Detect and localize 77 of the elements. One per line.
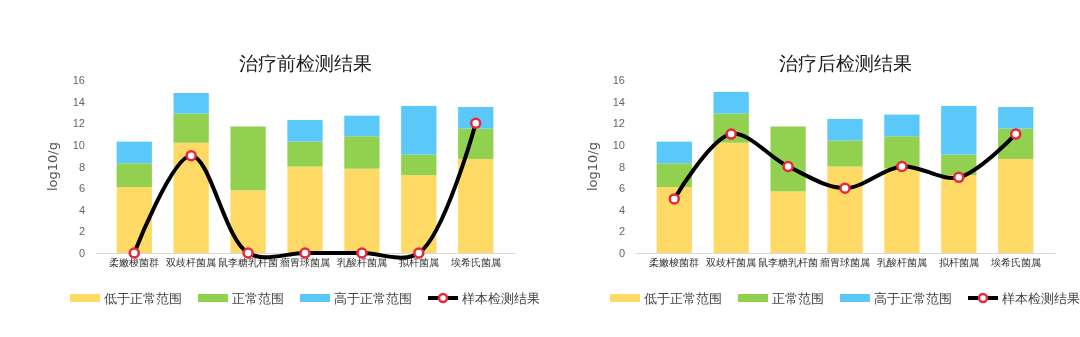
legend-label: 低于正常范围	[644, 291, 722, 306]
legend-label: 样本检测结果	[462, 291, 540, 306]
x-tick-label: 双歧杆菌属	[706, 257, 757, 269]
bar	[230, 190, 266, 253]
bar	[998, 107, 1034, 129]
chart-title: 治疗后检测结果	[778, 52, 912, 74]
bar	[713, 91, 749, 114]
bar	[230, 126, 266, 191]
bar	[344, 168, 380, 253]
bar	[770, 126, 806, 192]
x-tick-label: 埃希氏菌属	[989, 257, 1041, 269]
bar	[770, 191, 806, 253]
bar	[827, 118, 863, 141]
bar	[173, 142, 209, 253]
bar	[884, 114, 920, 137]
y-tick-label: 6	[618, 182, 625, 195]
bar	[173, 92, 209, 114]
bar	[344, 136, 380, 169]
y-tick-label: 4	[78, 203, 85, 216]
bar	[941, 175, 977, 253]
bar	[458, 158, 494, 253]
legend-label: 样本检测结果	[1002, 291, 1080, 306]
bar	[344, 115, 380, 137]
y-tick-label: 8	[78, 160, 85, 173]
bar	[287, 166, 323, 253]
x-tick-label: 柔嫩梭菌群	[109, 257, 160, 269]
legend-label: 正常范围	[232, 291, 284, 306]
bar	[998, 158, 1034, 253]
x-tick-label: 瘤胃球菌属	[280, 257, 330, 269]
y-tick-label: 4	[618, 203, 625, 216]
x-tick-label: 埃希氏菌属	[449, 257, 501, 269]
y-tick-label: 16	[72, 74, 85, 87]
y-tick-label: 6	[78, 182, 85, 195]
x-tick-label: 瘤胃球菌属	[820, 257, 870, 269]
y-tick-label: 2	[618, 225, 625, 238]
x-tick-label: 双歧杆菌属	[166, 257, 217, 269]
bar	[116, 163, 152, 188]
bar	[827, 166, 863, 253]
legend-label: 高于正常范围	[874, 291, 952, 306]
y-tick-label: 8	[618, 160, 625, 173]
x-tick-label: 拟杆菌属	[938, 257, 979, 269]
bar	[656, 163, 692, 188]
bar	[884, 168, 920, 253]
bar	[116, 187, 152, 253]
y-tick-label: 0	[78, 247, 85, 260]
x-tick-label: 柔嫩梭菌群	[649, 257, 700, 269]
bar	[173, 113, 209, 143]
bar	[116, 141, 152, 164]
x-tick-label: 鼠李糖乳杆菌	[218, 257, 279, 269]
y-tick-label: 16	[612, 74, 625, 87]
bar	[656, 187, 692, 253]
y-axis-title: log10/g	[45, 142, 60, 191]
y-tick-label: 10	[612, 138, 625, 151]
y-tick-label: 14	[72, 95, 85, 108]
x-tick-label: 鼠李糖乳杆菌	[758, 257, 819, 269]
y-tick-label: 12	[612, 117, 625, 130]
y-tick-label: 2	[78, 225, 85, 238]
bar	[287, 120, 323, 142]
bar	[401, 175, 437, 253]
y-axis-title: log10/g	[585, 142, 600, 191]
bar	[287, 141, 323, 167]
legend-label: 正常范围	[772, 291, 824, 306]
bar	[401, 154, 437, 176]
bar	[713, 142, 749, 253]
chart-title: 治疗前检测结果	[238, 52, 372, 74]
y-tick-label: 12	[72, 117, 85, 130]
x-tick-label: 乳酸杆菌属	[336, 257, 387, 269]
bar	[827, 140, 863, 167]
bar	[401, 105, 437, 155]
y-tick-label: 10	[72, 138, 85, 151]
legend-label: 低于正常范围	[104, 291, 182, 306]
legend-label: 高于正常范围	[334, 291, 412, 306]
bar	[656, 141, 692, 164]
y-tick-label: 14	[612, 95, 625, 108]
bar	[941, 105, 977, 155]
x-tick-label: 乳酸杆菌属	[876, 257, 927, 269]
y-tick-label: 0	[618, 247, 625, 260]
